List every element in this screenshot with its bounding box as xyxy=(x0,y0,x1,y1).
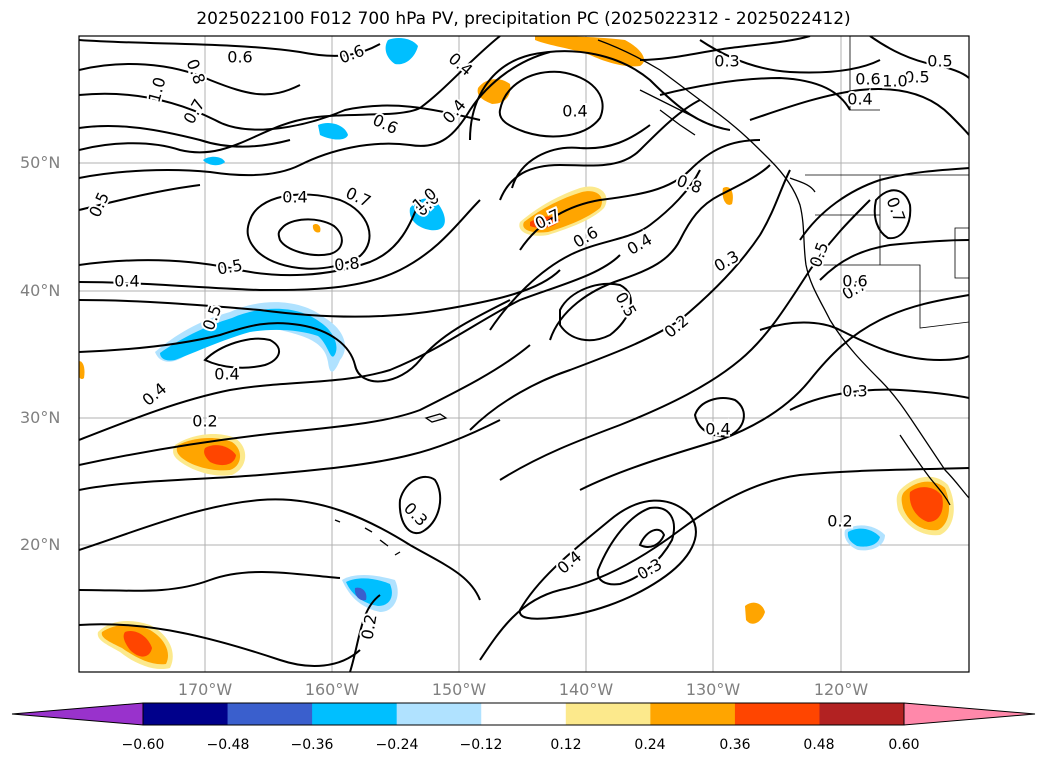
contour-label: 0.2 xyxy=(192,412,217,431)
colorbar-cell xyxy=(143,703,229,725)
colorbar-label-1: −0.60 xyxy=(121,737,165,753)
colorbar-frame xyxy=(142,702,905,726)
lon-label-120: 120°W xyxy=(813,680,869,699)
contour-label: 0.4 xyxy=(705,420,730,439)
contour-label: 1.0 xyxy=(882,72,907,91)
colorbar-label-2: −0.48 xyxy=(206,737,250,753)
lat-label-20: 20°N xyxy=(20,535,61,554)
contour-label: 0.6 xyxy=(855,70,880,89)
lon-label-170: 170°W xyxy=(177,680,233,699)
pv-contours xyxy=(79,36,969,672)
map-title: 2025022100 F012 700 hPa PV, precipitatio… xyxy=(196,9,851,29)
contour-label: 0.3 xyxy=(714,52,739,71)
contour-label: 0.2 xyxy=(357,613,380,641)
colorbar-label-7: 0.24 xyxy=(634,737,666,753)
contour-label: 0.4 xyxy=(282,188,307,207)
colorbar-label-10: 0.60 xyxy=(888,737,920,753)
colorbar-label-6: 0.12 xyxy=(550,737,582,753)
coastline xyxy=(334,39,969,556)
negative-precip-areas xyxy=(155,38,885,612)
lat-label-30: 30°N xyxy=(20,408,61,427)
lon-label-130: 130°W xyxy=(685,680,741,699)
colorbar-cell xyxy=(650,703,736,725)
contour-label: 0.4 xyxy=(562,102,587,121)
colorbar-cell xyxy=(481,703,567,725)
colorbar xyxy=(11,702,1036,726)
colorbar-cell xyxy=(819,703,905,725)
lon-label-150: 150°W xyxy=(431,680,487,699)
map-frame xyxy=(78,35,970,673)
contour-label: 0.8 xyxy=(333,253,360,274)
borders xyxy=(805,36,969,329)
lon-label-140: 140°W xyxy=(558,680,614,699)
contour-label: 0.2 xyxy=(827,512,852,531)
colorbar-cell xyxy=(396,703,482,725)
lon-label-160: 160°W xyxy=(304,680,360,699)
contour-label: 0.6 xyxy=(842,272,867,291)
contour-label: 0.5 xyxy=(904,68,929,87)
colorbar-cell xyxy=(312,703,398,725)
contour-label: 0.4 xyxy=(114,272,139,291)
colorbar-label-9: 0.48 xyxy=(803,737,835,753)
contour-label: 0.6 xyxy=(227,48,252,67)
colorbar-cell xyxy=(227,703,313,725)
colorbar-label-4: −0.24 xyxy=(375,737,419,753)
lat-label-50: 50°N xyxy=(20,153,61,172)
colorbar-label-5: −0.12 xyxy=(459,737,503,753)
map-background xyxy=(79,36,969,672)
colorbar-label-8: 0.36 xyxy=(719,737,751,753)
colorbar-overflow xyxy=(903,702,1036,726)
lat-label-40: 40°N xyxy=(20,281,61,300)
contour-label: 0.4 xyxy=(214,365,239,384)
colorbar-cell xyxy=(565,703,651,725)
positive-precip-areas xyxy=(79,36,954,670)
contour-label: 0.5 xyxy=(927,52,952,71)
colorbar-label-3: −0.36 xyxy=(290,737,334,753)
contour-label: 0.3 xyxy=(842,382,867,401)
contour-label: 0.4 xyxy=(847,90,872,109)
colorbar-cell xyxy=(734,703,820,725)
colorbar-underflow xyxy=(11,702,144,726)
